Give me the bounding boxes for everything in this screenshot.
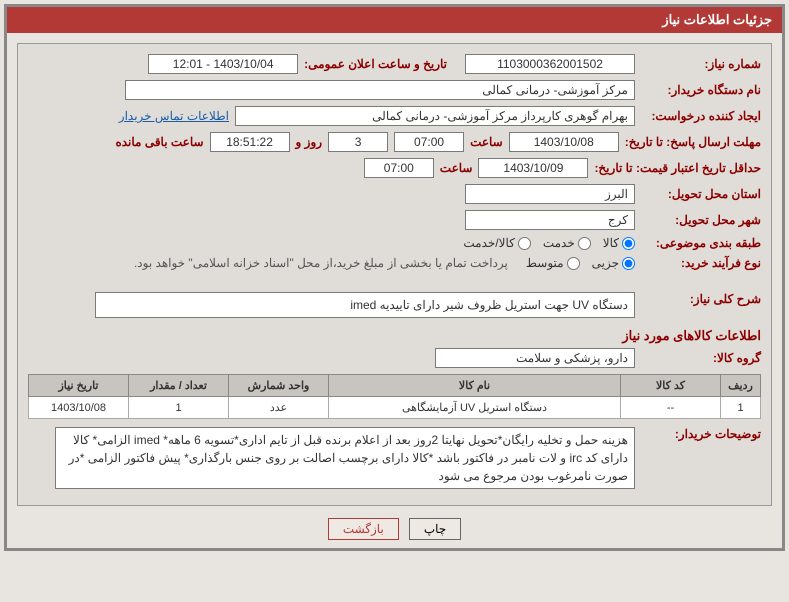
- cell-code: --: [621, 397, 721, 419]
- cat-goods-label: کالا: [603, 236, 619, 250]
- cat-service-label: خدمت: [543, 236, 575, 250]
- cat-goods-radio[interactable]: [622, 237, 635, 250]
- resp-time-value: 07:00: [394, 132, 464, 152]
- proc-minor-label: جزیی: [592, 256, 619, 270]
- process-label: نوع فرآیند خرید:: [641, 256, 761, 270]
- category-label: طبقه بندی موضوعی:: [641, 236, 761, 250]
- province-label: استان محل تحویل:: [641, 187, 761, 201]
- cat-service-radio[interactable]: [578, 237, 591, 250]
- print-button[interactable]: چاپ: [409, 518, 461, 540]
- city-value: کرج: [465, 210, 635, 230]
- th-qty: تعداد / مقدار: [129, 375, 229, 397]
- th-name: نام کالا: [329, 375, 621, 397]
- province-value: البرز: [465, 184, 635, 204]
- announce-value: 1403/10/04 - 12:01: [148, 54, 298, 74]
- th-row: ردیف: [721, 375, 761, 397]
- need-number-value: 1103000362001502: [465, 54, 635, 74]
- goods-section-title: اطلاعات کالاهای مورد نیاز: [28, 328, 761, 344]
- cell-date: 1403/10/08: [29, 397, 129, 419]
- cell-name: دستگاه استریل UV آزمایشگاهی: [329, 397, 621, 419]
- min-valid-time-label: ساعت: [440, 161, 473, 175]
- resp-time-label: ساعت: [470, 135, 503, 149]
- proc-minor-radio[interactable]: [622, 257, 635, 270]
- page-header: جزئیات اطلاعات نیاز: [7, 7, 782, 33]
- buyer-desc-label: توضیحات خریدار:: [641, 427, 761, 441]
- th-date: تاریخ نیاز: [29, 375, 129, 397]
- buyer-org-value: مرکز آموزشی- درمانی کمالی: [125, 80, 635, 100]
- proc-medium-label: متوسط: [526, 256, 564, 270]
- city-label: شهر محل تحویل:: [641, 213, 761, 227]
- min-valid-date-value: 1403/10/09: [478, 158, 588, 178]
- need-number-label: شماره نیاز:: [641, 57, 761, 71]
- th-unit: واحد شمارش: [229, 375, 329, 397]
- table-row: 1 -- دستگاه استریل UV آزمایشگاهی عدد 1 1…: [29, 397, 761, 419]
- days-value: 3: [328, 132, 388, 152]
- remaining-label: ساعت باقی مانده: [115, 135, 203, 149]
- cell-qty: 1: [129, 397, 229, 419]
- requester-value: بهرام گوهری کارپرداز مرکز آموزشی- درمانی…: [235, 106, 635, 126]
- back-button[interactable]: بازگشت: [328, 518, 399, 540]
- group-value: دارو، پزشکی و سلامت: [435, 348, 635, 368]
- remaining-time-value: 18:51:22: [210, 132, 290, 152]
- min-valid-time-value: 07:00: [364, 158, 434, 178]
- cell-unit: عدد: [229, 397, 329, 419]
- proc-medium-radio[interactable]: [567, 257, 580, 270]
- process-note: پرداخت تمام یا بخشی از مبلغ خرید،از محل …: [134, 256, 508, 270]
- cat-both-label: کالا/خدمت: [463, 236, 514, 250]
- group-label: گروه کالا:: [641, 351, 761, 365]
- buyer-desc-value: هزینه حمل و تخلیه رایگان*تحویل نهایتا 2ر…: [55, 427, 635, 489]
- requester-label: ایجاد کننده درخواست:: [641, 109, 761, 123]
- cell-row: 1: [721, 397, 761, 419]
- cat-both-radio[interactable]: [518, 237, 531, 250]
- buyer-org-label: نام دستگاه خریدار:: [641, 83, 761, 97]
- resp-date-value: 1403/10/08: [509, 132, 619, 152]
- resp-deadline-label: مهلت ارسال پاسخ: تا تاریخ:: [625, 135, 761, 149]
- announce-label: تاریخ و ساعت اعلان عمومی:: [304, 57, 447, 71]
- buyer-contact-link[interactable]: اطلاعات تماس خریدار: [119, 109, 229, 123]
- goods-table: ردیف کد کالا نام کالا واحد شمارش تعداد /…: [28, 374, 761, 419]
- overview-value: دستگاه UV جهت استریل ظروف شیر دارای تایی…: [95, 292, 635, 318]
- th-code: کد کالا: [621, 375, 721, 397]
- min-valid-label: حداقل تاریخ اعتبار قیمت: تا تاریخ:: [594, 161, 761, 175]
- overview-label: شرح کلی نیاز:: [641, 292, 761, 306]
- days-label: روز و: [296, 135, 323, 149]
